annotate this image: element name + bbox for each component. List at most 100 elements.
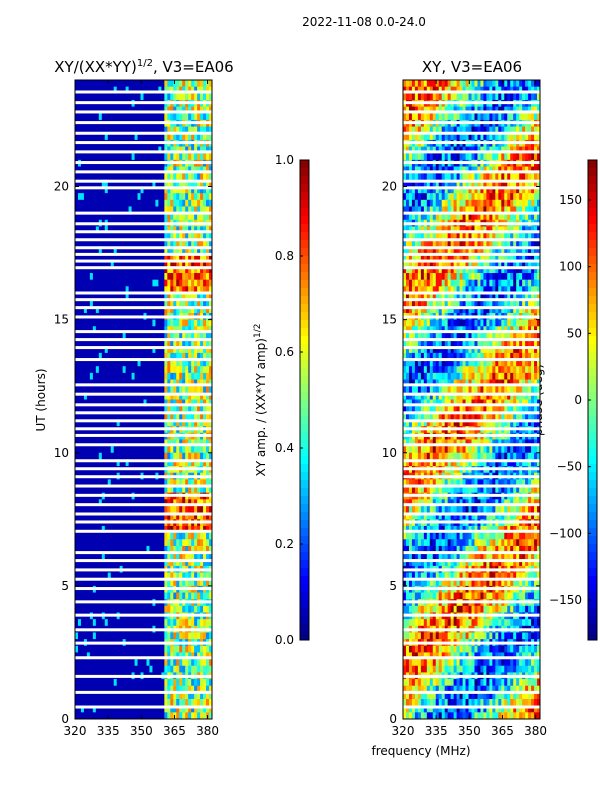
heatmap-cell bbox=[191, 652, 195, 660]
heatmap-cell bbox=[420, 133, 425, 141]
heatmap-cell bbox=[110, 379, 115, 387]
heatmap-cell bbox=[495, 113, 499, 121]
heatmap-cell bbox=[152, 379, 156, 387]
heatmap-cell bbox=[140, 193, 144, 201]
heatmap-cell bbox=[206, 173, 210, 181]
heatmap-cell bbox=[161, 406, 165, 414]
heatmap-cell bbox=[146, 326, 150, 334]
heatmap-cell bbox=[414, 86, 419, 94]
heatmap-cell bbox=[89, 226, 94, 234]
heatmap-cell bbox=[104, 412, 109, 420]
heatmap-cell bbox=[447, 133, 452, 141]
heatmap-cell bbox=[134, 346, 138, 354]
heatmap-cell bbox=[203, 306, 207, 314]
heatmap-cell bbox=[537, 113, 541, 121]
heatmap-cell bbox=[188, 605, 192, 613]
heatmap-cell bbox=[131, 459, 135, 467]
heatmap-cell bbox=[197, 685, 201, 693]
heatmap-cell bbox=[170, 579, 174, 587]
heatmap-cell bbox=[101, 153, 106, 161]
heatmap-cell bbox=[110, 659, 115, 667]
heatmap-cell bbox=[179, 605, 183, 613]
heatmap-cell bbox=[152, 106, 156, 114]
heatmap-cell bbox=[89, 699, 94, 707]
heatmap-cell bbox=[441, 80, 446, 88]
heatmap-cell bbox=[167, 146, 171, 154]
heatmap-cell bbox=[489, 106, 493, 114]
heatmap-cell bbox=[131, 379, 135, 387]
heatmap-cell bbox=[75, 459, 79, 467]
heatmap-cell bbox=[179, 126, 183, 134]
heatmap-cell bbox=[98, 93, 103, 101]
heatmap-cell bbox=[459, 126, 463, 134]
heatmap-cell bbox=[158, 645, 162, 653]
heatmap-cell bbox=[98, 332, 103, 340]
heatmap-cell bbox=[152, 512, 156, 520]
heatmap-cell bbox=[149, 486, 153, 494]
heatmap-cell bbox=[477, 106, 481, 114]
heatmap-cell bbox=[110, 193, 115, 201]
heatmap-cell bbox=[113, 572, 118, 580]
heatmap-cell bbox=[167, 246, 171, 254]
heatmap-cell bbox=[137, 226, 141, 234]
heatmap-cell bbox=[200, 146, 204, 154]
heatmap-cell bbox=[152, 146, 156, 154]
heatmap-cell bbox=[149, 319, 153, 327]
heatmap-cell bbox=[101, 652, 106, 660]
heatmap-cell bbox=[77, 459, 82, 467]
heatmap-cell bbox=[98, 379, 103, 387]
heatmap-cell bbox=[176, 399, 180, 407]
heatmap-cell bbox=[188, 366, 192, 374]
heatmap-cell bbox=[444, 86, 449, 94]
heatmap-cell bbox=[152, 399, 156, 407]
heatmap-cell bbox=[191, 233, 195, 241]
heatmap-cell bbox=[77, 359, 82, 367]
heatmap-cell bbox=[537, 93, 541, 101]
heatmap-cell bbox=[164, 86, 168, 94]
heatmap-cell bbox=[173, 153, 177, 161]
heatmap-cell bbox=[107, 326, 112, 334]
heatmap-cell bbox=[501, 113, 505, 121]
colorbar-segment bbox=[300, 192, 309, 201]
heatmap-cell bbox=[200, 233, 204, 241]
heatmap-cell bbox=[113, 366, 118, 374]
colorbar-segment bbox=[300, 608, 309, 617]
heatmap-cell bbox=[128, 679, 132, 687]
colorbar-segment bbox=[300, 464, 309, 473]
heatmap-cell bbox=[513, 80, 517, 88]
heatmap-cell bbox=[167, 539, 171, 547]
heatmap-cell bbox=[110, 253, 115, 261]
heatmap-cell bbox=[95, 412, 100, 420]
heatmap-cell bbox=[161, 659, 165, 667]
heatmap-cell bbox=[80, 372, 85, 380]
heatmap-cell bbox=[134, 179, 138, 187]
heatmap-cell bbox=[83, 126, 88, 134]
heatmap-cell bbox=[146, 80, 150, 88]
heatmap-cell bbox=[185, 652, 189, 660]
heatmap-cell bbox=[146, 366, 150, 374]
heatmap-cell bbox=[191, 326, 195, 334]
heatmap-cell bbox=[80, 399, 85, 407]
heatmap-cell bbox=[125, 645, 130, 653]
heatmap-cell bbox=[80, 605, 85, 613]
heatmap-cell bbox=[176, 332, 180, 340]
heatmap-cell bbox=[137, 259, 141, 267]
heatmap-cell bbox=[143, 253, 147, 261]
heatmap-cell bbox=[167, 459, 171, 467]
heatmap-cell bbox=[89, 506, 94, 514]
heatmap-cell bbox=[429, 80, 434, 88]
heatmap-cell bbox=[498, 93, 502, 101]
heatmap-cell bbox=[182, 366, 186, 374]
heatmap-cell bbox=[75, 339, 79, 347]
heatmap-cell bbox=[149, 665, 153, 673]
heatmap-cell bbox=[131, 605, 135, 613]
heatmap-cell bbox=[510, 126, 514, 134]
heatmap-cell bbox=[176, 166, 180, 174]
heatmap-cell bbox=[173, 532, 177, 540]
heatmap-cell bbox=[86, 332, 91, 340]
heatmap-cell bbox=[140, 525, 144, 534]
heatmap-cell bbox=[122, 439, 127, 447]
heatmap-cell bbox=[113, 106, 118, 114]
heatmap-cell bbox=[176, 446, 180, 454]
heatmap-cell bbox=[95, 712, 100, 720]
